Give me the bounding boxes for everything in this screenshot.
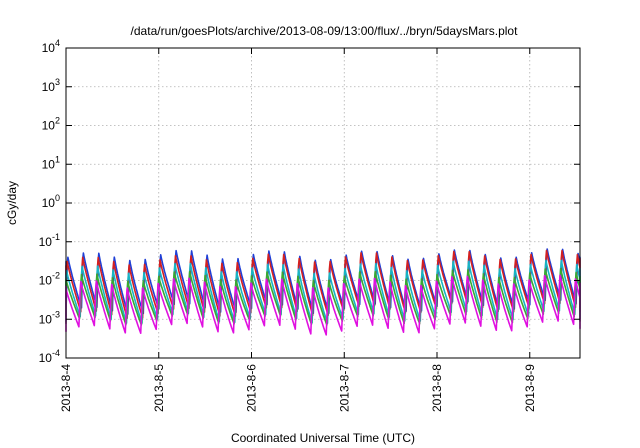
x-axis-label: Coordinated Universal Time (UTC) xyxy=(231,431,415,445)
y-axis-label: cGy/day xyxy=(5,181,19,225)
grid-lines xyxy=(65,48,580,358)
y-tick-label: 10-3 xyxy=(39,309,60,326)
x-tick-label: 2013-8-8 xyxy=(430,364,444,412)
x-axis-ticks: 2013-8-4 2013-8-5 2013-8-6 2013-8-7 2013-8-8… xyxy=(59,48,537,412)
x-tick-label: 2013-8-9 xyxy=(523,364,537,412)
x-tick-label: 2013-8-4 xyxy=(59,364,73,412)
series-line xyxy=(65,274,581,336)
y-tick-label: 102 xyxy=(42,116,60,133)
x-tick-label: 2013-8-6 xyxy=(245,364,259,412)
y-tick-label: 103 xyxy=(42,77,60,94)
x-tick-label: 2013-8-7 xyxy=(337,364,351,412)
y-axis-ticks: 10-4 10-3 10-2 10-1 100 101 102 103 104 xyxy=(39,38,580,365)
data-series xyxy=(65,248,581,336)
chart-title: /data/run/goesPlots/archive/2013-08-09/1… xyxy=(131,24,519,38)
y-tick-label: 10-2 xyxy=(39,271,60,288)
y-tick-label: 101 xyxy=(42,154,60,171)
y-tick-label: 104 xyxy=(42,38,60,55)
x-tick-label: 2013-8-5 xyxy=(152,364,166,412)
y-tick-label: 100 xyxy=(42,193,60,210)
y-tick-label: 10-4 xyxy=(39,348,60,365)
y-tick-label: 10-1 xyxy=(39,232,60,249)
